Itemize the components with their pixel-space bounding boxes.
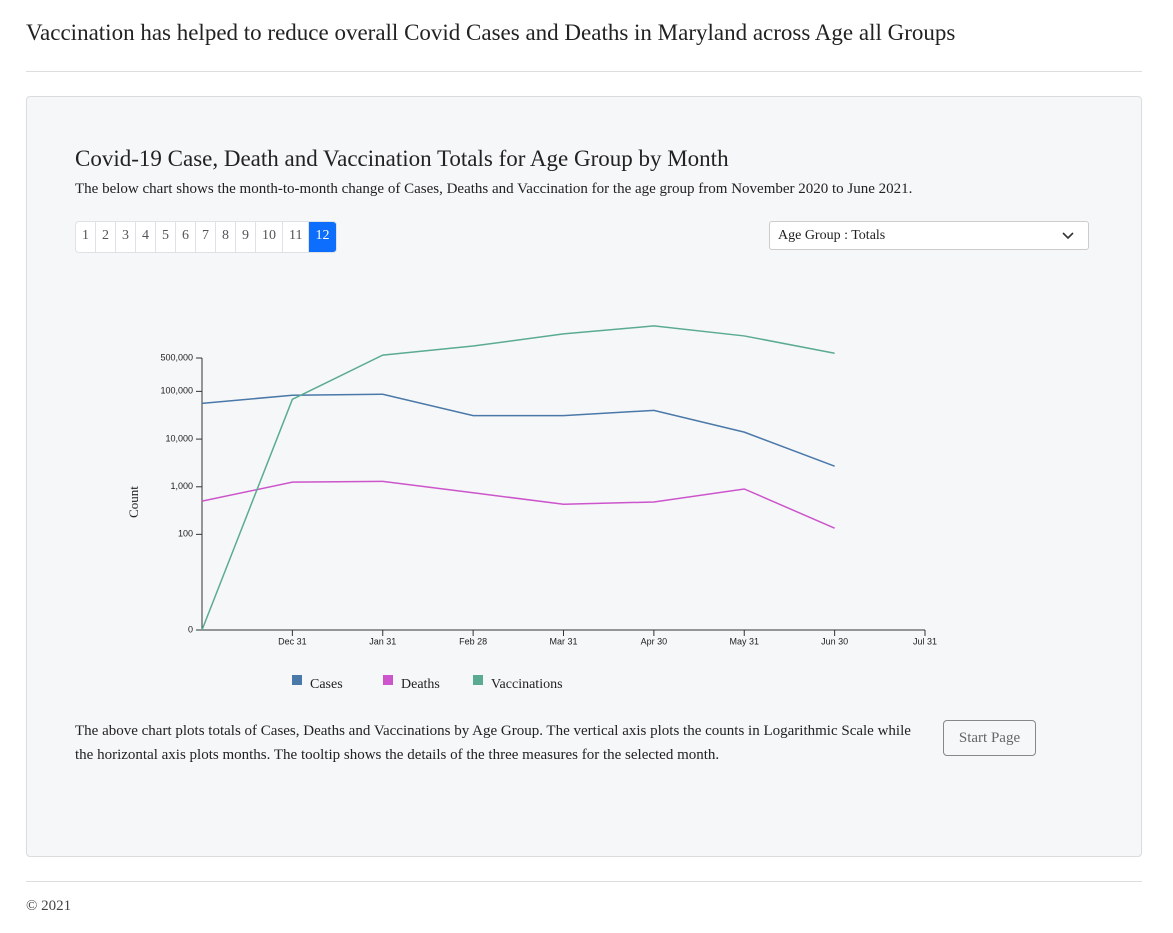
- x-tick-label: Dec 31: [278, 636, 307, 646]
- series-line: [201, 325, 835, 631]
- legend-label: Cases: [310, 677, 343, 692]
- series-line: [201, 480, 835, 529]
- legend-swatch: [383, 675, 393, 685]
- page-link[interactable]: 8: [216, 222, 236, 252]
- footer: © 2021: [26, 898, 72, 914]
- page-title: Vaccination has helped to reduce overall…: [26, 20, 956, 45]
- page-link[interactable]: 6: [176, 222, 196, 252]
- chevron: [1062, 232, 1074, 240]
- page-link[interactable]: 5: [156, 222, 176, 252]
- y-tick-label: 100,000: [160, 386, 193, 396]
- page-link[interactable]: 2: [96, 222, 116, 252]
- y-tick-label: 1,000: [170, 481, 193, 491]
- start-page-button[interactable]: Start Page: [943, 720, 1036, 756]
- x-tick-label: Mar 31: [549, 636, 577, 646]
- page-link[interactable]: 7: [196, 222, 216, 252]
- x-tick-label: Jun 30: [821, 636, 848, 646]
- x-tick-label: Feb 28: [459, 636, 487, 646]
- page-link[interactable]: 10: [256, 222, 283, 252]
- series-line: [201, 393, 835, 467]
- page-link[interactable]: 12: [309, 222, 337, 252]
- page-link[interactable]: 11: [283, 222, 310, 252]
- select-label: Age Group : Totals: [778, 228, 886, 243]
- legend-swatch: [292, 675, 302, 685]
- page-link[interactable]: 9: [236, 222, 256, 252]
- chart-title: Covid-19 Case, Death and Vaccination Tot…: [75, 146, 729, 171]
- legend-label: Vaccinations: [491, 677, 563, 692]
- x-tick-label: Jan 31: [369, 636, 396, 646]
- divider: [26, 71, 1142, 72]
- chart-subtitle: The below chart shows the month-to-month…: [75, 181, 913, 197]
- x-tick-label: Jul 31: [913, 636, 937, 646]
- page-link[interactable]: 3: [116, 222, 136, 252]
- y-tick-label: 0: [188, 624, 193, 634]
- age-group-select[interactable]: Age Group : Totals: [769, 221, 1089, 250]
- description: The above chart plots totals of Cases, D…: [75, 723, 911, 763]
- x-tick-label: May 31: [729, 636, 759, 646]
- legend-label: Deaths: [401, 677, 440, 692]
- divider: [26, 881, 1142, 882]
- legend-swatch: [473, 675, 483, 685]
- pagination: 1 2 3 4 5 6 7 8 9 10 11 12: [75, 221, 338, 253]
- y-axis-label: Count: [126, 486, 141, 518]
- y-tick-label: 10,000: [165, 433, 193, 443]
- page-link[interactable]: 4: [136, 222, 156, 252]
- y-tick-label: 100: [178, 529, 193, 539]
- x-tick-label: Apr 30: [641, 636, 668, 646]
- y-tick-label: 500,000: [160, 352, 193, 362]
- page-link[interactable]: 1: [76, 222, 96, 252]
